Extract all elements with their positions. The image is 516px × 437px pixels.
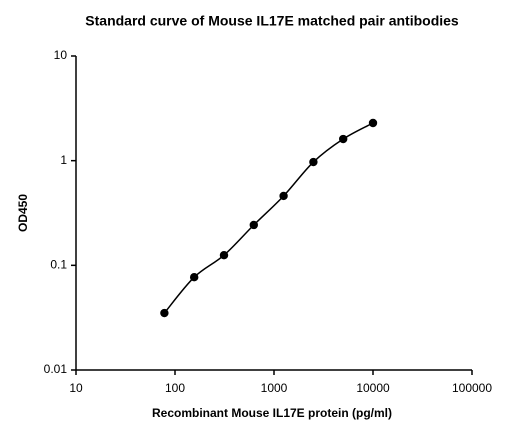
x-tick-label: 10 xyxy=(69,381,83,395)
chart-title: Standard curve of Mouse IL17E matched pa… xyxy=(85,13,459,29)
data-point xyxy=(338,134,348,144)
fit-curve xyxy=(163,122,374,314)
y-tick-label: 0.1 xyxy=(50,258,67,272)
data-point xyxy=(368,118,378,128)
y-axis-label: OD450 xyxy=(16,194,30,232)
data-point xyxy=(160,308,169,318)
y-tick-label: 0.01 xyxy=(44,362,68,376)
data-point xyxy=(309,157,318,167)
x-axis-label: Recombinant Mouse IL17E protein (pg/ml) xyxy=(152,406,392,420)
data-point xyxy=(279,191,288,201)
y-tick-label: 1 xyxy=(60,153,67,167)
x-tick-label: 100 xyxy=(165,381,185,395)
x-tick-label: 10000 xyxy=(356,381,390,395)
data-point xyxy=(189,273,199,282)
x-tick-label: 1000 xyxy=(261,381,288,395)
data-point xyxy=(219,250,229,260)
data-point xyxy=(249,220,258,230)
x-tick-label: 100000 xyxy=(452,381,492,395)
y-tick-label: 10 xyxy=(54,48,68,62)
